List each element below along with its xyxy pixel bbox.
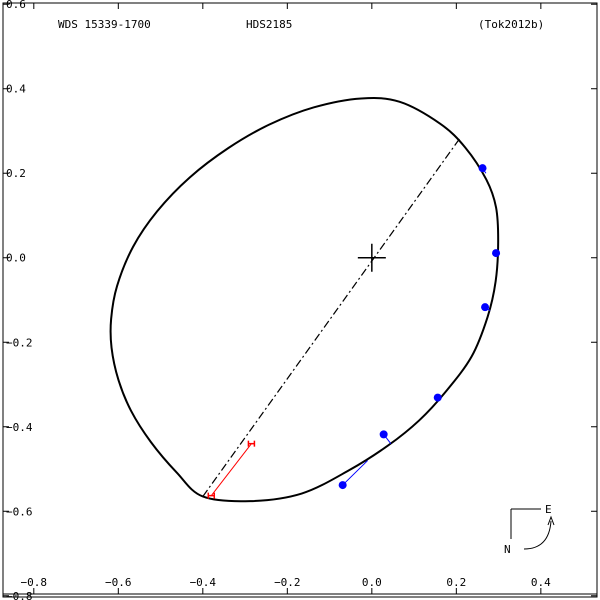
compass-east-label: E	[545, 503, 552, 516]
y-tick-label: −0.4	[6, 421, 33, 434]
y-tick-label: 0.2	[6, 167, 26, 180]
y-tick-label: 0.6	[6, 0, 26, 11]
compass-rotation-arrow	[523, 520, 552, 550]
observation-point	[478, 164, 487, 173]
red-measurement	[207, 440, 256, 499]
observation-point	[492, 249, 501, 258]
y-tick-label: −0.8	[6, 590, 33, 600]
residual-line	[342, 460, 368, 486]
x-tick-label: 0.0	[362, 576, 382, 589]
y-axis-ticks: 0.6 0.4 0.2 0.0 −0.2 −0.4 −0.6 −0.8	[3, 0, 597, 600]
y-tick-label: 0.4	[6, 83, 26, 96]
observation-point	[433, 393, 442, 402]
y-tick-label: −0.2	[6, 336, 33, 349]
x-tick-label: 0.4	[531, 576, 551, 589]
x-axis-ticks: −0.8 −0.6 −0.4 −0.2 0.0 0.2 0.4	[21, 3, 551, 594]
orbit-ellipse	[109, 96, 500, 503]
y-tick-label: 0.0	[6, 252, 26, 265]
compass-north-label: N	[504, 543, 511, 556]
line-of-nodes	[202, 136, 462, 497]
red-error-bar	[207, 492, 216, 499]
x-tick-label: −0.6	[105, 576, 132, 589]
compass: E N	[504, 503, 555, 556]
observation-points	[338, 164, 501, 490]
red-measure-line	[210, 443, 252, 496]
x-tick-label: −0.8	[21, 576, 48, 589]
residual-lines	[342, 167, 499, 486]
header-left: WDS 15339-1700	[58, 18, 151, 31]
y-tick-label: −0.6	[6, 505, 33, 518]
x-tick-label: −0.4	[190, 576, 217, 589]
x-tick-label: 0.2	[446, 576, 466, 589]
x-tick-label: −0.2	[274, 576, 301, 589]
red-error-bar	[247, 440, 256, 447]
observation-point	[338, 481, 347, 490]
observation-point	[481, 303, 490, 312]
observation-point	[379, 430, 388, 439]
primary-star-marker	[357, 243, 386, 272]
compass-arrowhead-icon	[547, 515, 555, 526]
header-right: (Tok2012b)	[478, 18, 544, 31]
header-center: HDS2185	[246, 18, 292, 31]
